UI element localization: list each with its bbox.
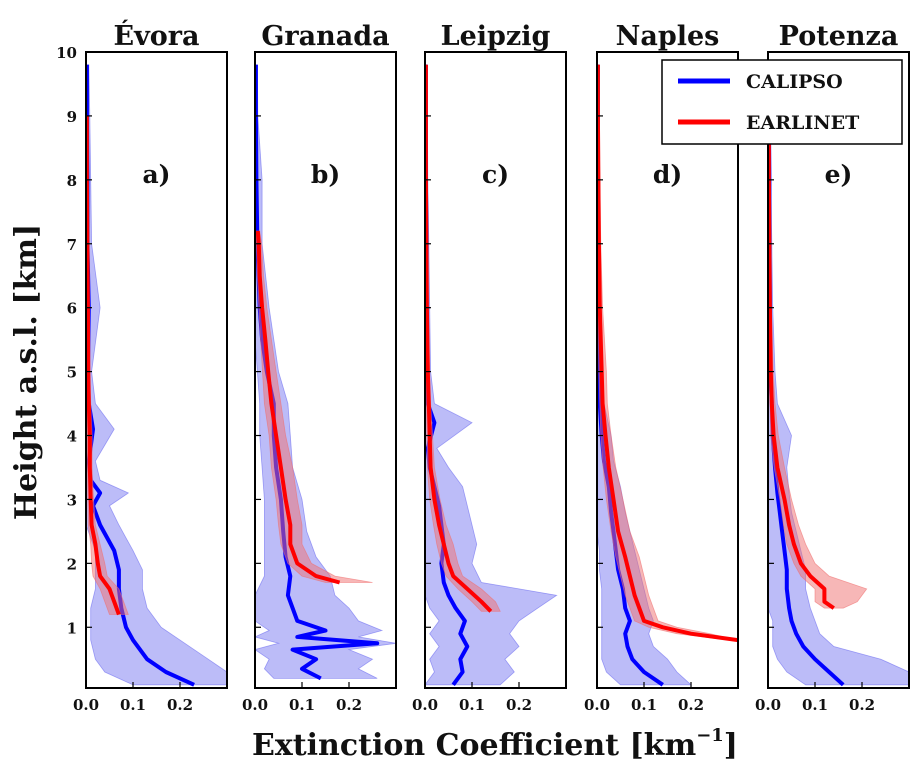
y-tick-label: 3 <box>67 491 77 509</box>
panel-label: b) <box>311 160 340 189</box>
legend: CALIPSO EARLINET <box>661 59 903 145</box>
x-tick-label: 0.1 <box>120 696 146 714</box>
panel-2: Granada b) 0.0 0.1 0.2 <box>242 21 397 714</box>
earlinet-line <box>255 230 341 585</box>
panel-frame <box>254 51 397 689</box>
x-tick-label: 0.0 <box>242 696 268 714</box>
x-tick-label: 0.2 <box>678 696 704 714</box>
x-axis-label-exponent: −1 <box>696 725 724 746</box>
earlinet-line <box>86 115 121 616</box>
earlinet-band <box>597 64 738 641</box>
x-tick-label: 0.0 <box>755 696 781 714</box>
y-tick-label: 10 <box>56 44 77 62</box>
earlinet-line <box>768 64 835 610</box>
panel-title: Naples <box>616 21 720 52</box>
x-tick-label: 0.1 <box>289 696 315 714</box>
panel-frame <box>424 51 567 689</box>
y-tick-label: 7 <box>67 236 77 254</box>
panel-title: Leipzig <box>441 21 551 52</box>
calipso-band <box>768 64 909 686</box>
y-tick-label: 1 <box>67 619 77 637</box>
y-tick-label: 8 <box>67 172 77 190</box>
plot-content <box>425 64 558 686</box>
panel-1: Évora a) 0.0 0.1 0.2 1 2 3 4 5 6 7 8 9 10 <box>56 19 228 714</box>
panel-frame <box>596 51 739 689</box>
x-tick-label: 0.0 <box>584 696 610 714</box>
panel-label: a) <box>142 160 170 189</box>
panel-title: Granada <box>261 21 389 52</box>
plot-content <box>768 64 909 687</box>
panel-label: c) <box>482 160 509 189</box>
panel-frame <box>85 51 228 689</box>
x-tick-label: 0.1 <box>631 696 657 714</box>
legend-label-calipso: CALIPSO <box>746 71 843 93</box>
y-tick-label: 9 <box>67 108 77 126</box>
earlinet-band <box>425 64 501 612</box>
y-tick-label: 5 <box>67 364 77 382</box>
panels: Évora a) 0.0 0.1 0.2 1 2 3 4 5 6 7 8 9 10 Granada b) 0.0 0… <box>56 19 910 714</box>
legend-label-earlinet: EARLINET <box>746 112 859 134</box>
x-axis-label-close: ] <box>724 728 738 763</box>
earlinet-line <box>425 64 493 613</box>
x-tick-label: 0.2 <box>849 696 875 714</box>
calipso-band <box>425 64 558 686</box>
plot-area <box>425 52 566 688</box>
panel-3: Leipzig c) 0.0 0.1 0.2 <box>412 21 567 714</box>
x-tick-label: 0.1 <box>459 696 485 714</box>
panel-label: d) <box>653 160 682 189</box>
panel-title: Évora <box>114 19 200 52</box>
x-tick-label: 0.0 <box>73 696 99 714</box>
y-tick-label: 2 <box>67 555 77 573</box>
plot-content <box>86 64 227 687</box>
x-tick-label: 0.2 <box>506 696 532 714</box>
x-axis-label: Extinction Coefficient [km−1] <box>252 725 738 763</box>
x-tick-label: 0.0 <box>412 696 438 714</box>
legend-frame <box>661 59 903 145</box>
y-tick-label: 4 <box>67 428 77 446</box>
x-tick-label: 0.2 <box>167 696 193 714</box>
panel-5: Potenza e) 0.0 0.1 0.2 <box>755 21 910 714</box>
x-axis-label-main: Extinction Coefficient [km <box>252 728 696 763</box>
x-tick-label: 0.1 <box>802 696 828 714</box>
calipso-band <box>86 64 227 686</box>
earlinet-band <box>86 115 129 615</box>
panel-label: e) <box>825 160 853 189</box>
panel-4: Naples d) 0.0 0.1 0.2 <box>584 21 739 714</box>
earlinet-band <box>768 64 868 609</box>
plot-content <box>255 64 396 681</box>
y-axis-label: Height a.s.l. [km] <box>9 224 44 520</box>
y-tick-label: 6 <box>67 300 77 318</box>
x-tick-label: 0.2 <box>336 696 362 714</box>
panel-frame <box>767 51 910 689</box>
panel-title: Potenza <box>779 21 899 52</box>
